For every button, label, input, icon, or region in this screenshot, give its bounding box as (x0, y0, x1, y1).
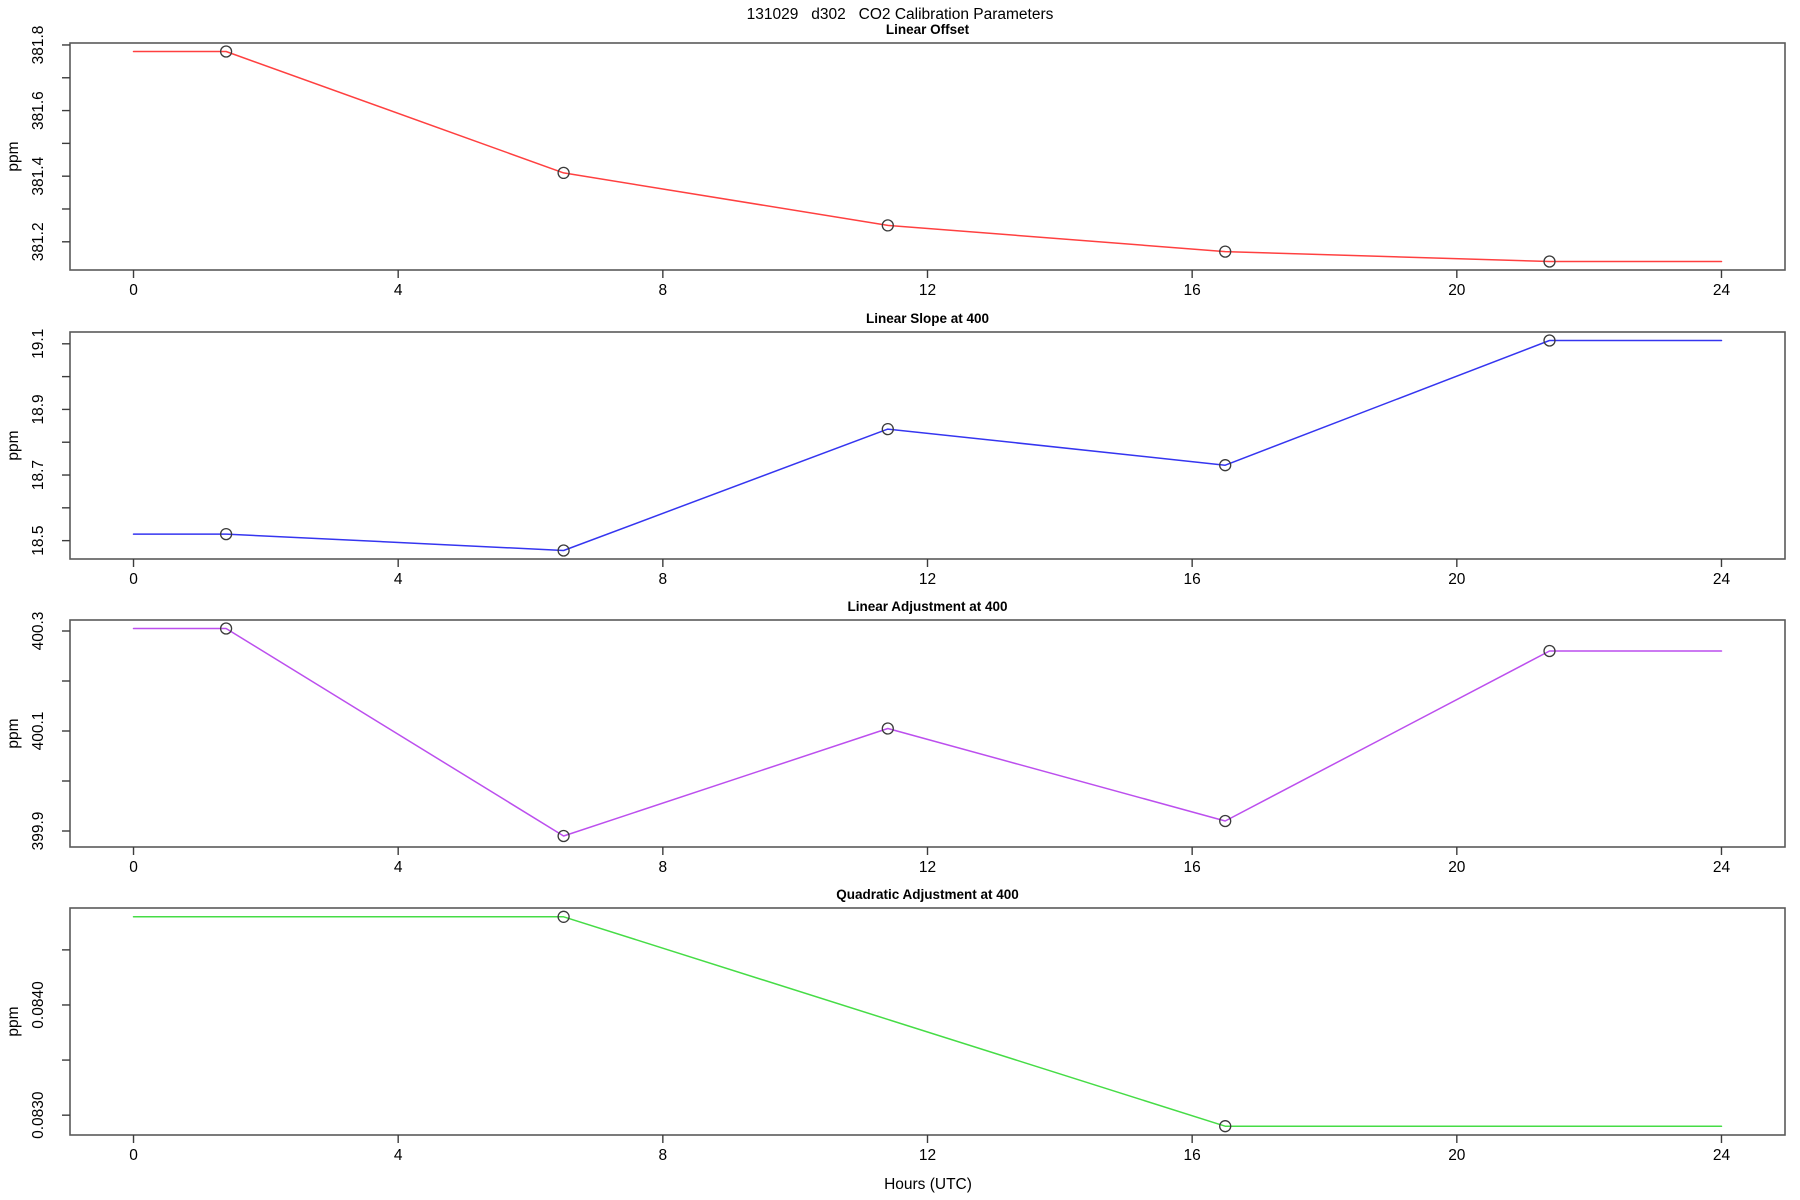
y-axis-unit: ppm (5, 430, 22, 460)
x-tick-label: 20 (1448, 859, 1466, 876)
x-tick-label: 8 (659, 571, 668, 588)
y-tick-label: 18.9 (30, 394, 47, 424)
x-tick-label: 24 (1713, 282, 1731, 299)
y-tick-label: 19.1 (30, 329, 47, 359)
y-tick-label: 0.0840 (30, 981, 47, 1029)
y-tick-label: 400.1 (30, 712, 47, 751)
data-point-marker (1219, 814, 1232, 828)
data-point-marker (219, 622, 233, 635)
data-point-marker (557, 544, 570, 557)
y-axis-unit: ppm (5, 141, 22, 171)
series-line (132, 50, 1723, 263)
data-point-marker (1219, 459, 1232, 472)
plot-box (69, 619, 1786, 848)
data-point-marker (557, 829, 570, 843)
x-tick-label: 0 (129, 1147, 138, 1164)
x-tick-label: 12 (919, 1147, 936, 1164)
y-tick-label: 399.9 (30, 812, 47, 851)
plot-box (69, 331, 1786, 560)
x-tick-label: 12 (919, 282, 936, 299)
x-tick-label: 16 (1184, 282, 1201, 299)
panel-title: Linear Offset (886, 22, 970, 37)
panel-title: Linear Adjustment at 400 (847, 599, 1007, 614)
y-tick-label: 381.6 (30, 91, 47, 130)
panel-linear-adjustment-at-400: Linear Adjustment at 400 0 4 8 12 16 20 24 399.9… (5, 599, 1786, 876)
data-point-marker (219, 527, 233, 541)
x-tick-label: 0 (129, 282, 138, 299)
data-point-marker (881, 722, 894, 735)
x-tick-label: 8 (659, 282, 668, 299)
x-tick-label: 4 (394, 282, 403, 299)
y-tick-label: 381.2 (30, 222, 47, 261)
data-point-marker (1219, 1120, 1232, 1133)
x-tick-label: 12 (919, 571, 936, 588)
y-tick-label: 400.3 (30, 612, 47, 651)
x-tick-label: 20 (1448, 571, 1466, 588)
data-point-marker (1543, 644, 1556, 658)
panel-title: Quadratic Adjustment at 400 (836, 887, 1019, 902)
data-point-marker (1543, 334, 1556, 347)
series-line (132, 339, 1723, 552)
x-tick-label: 12 (919, 859, 936, 876)
plot-box (69, 42, 1786, 271)
x-tick-label: 16 (1184, 859, 1201, 876)
x-axis-label: Hours (UTC) (884, 1176, 972, 1193)
panel-title: Linear Slope at 400 (866, 311, 989, 326)
data-point-marker (1543, 255, 1556, 268)
panel-quadratic-adjustment-at-400: Quadratic Adjustment at 400 0 4 8 12 16 20 24 0.… (5, 887, 1786, 1164)
series-line (132, 916, 1723, 1127)
series-line (132, 627, 1723, 837)
data-point-marker (1219, 245, 1232, 258)
x-tick-label: 4 (394, 571, 403, 588)
data-point-marker (881, 422, 894, 436)
y-tick-label: 381.8 (30, 26, 47, 65)
x-tick-label: 20 (1448, 282, 1466, 299)
y-axis-unit: ppm (5, 1006, 22, 1036)
plot-box (69, 907, 1786, 1136)
x-tick-label: 4 (394, 1147, 403, 1164)
y-tick-label: 0.0830 (30, 1091, 47, 1139)
x-tick-label: 24 (1713, 859, 1731, 876)
data-point-marker (219, 45, 233, 58)
x-tick-label: 24 (1713, 571, 1731, 588)
y-tick-label: 18.7 (30, 460, 47, 490)
y-tick-label: 381.4 (30, 156, 47, 195)
x-tick-label: 8 (659, 859, 668, 876)
data-point-marker (557, 166, 570, 180)
data-point-marker (881, 219, 894, 232)
x-tick-label: 0 (129, 859, 138, 876)
data-point-marker (557, 910, 570, 923)
x-tick-label: 8 (659, 1147, 668, 1164)
x-tick-label: 24 (1713, 1147, 1731, 1164)
panel-linear-offset: Linear Offset 0 4 8 12 16 20 24 381.2 381.4 381.6 3… (5, 22, 1786, 299)
panel-linear-slope-at-400: Linear Slope at 400 0 4 8 12 16 20 24 18.5 18.7 18… (5, 311, 1786, 588)
x-tick-label: 4 (394, 859, 403, 876)
x-tick-label: 16 (1184, 571, 1201, 588)
x-tick-label: 0 (129, 571, 138, 588)
y-axis-unit: ppm (5, 718, 22, 748)
x-tick-label: 16 (1184, 1147, 1201, 1164)
x-tick-label: 20 (1448, 1147, 1466, 1164)
chart-main-title: 131029 d302 CO2 Calibration Parameters (746, 6, 1054, 23)
y-tick-label: 18.5 (30, 526, 47, 556)
